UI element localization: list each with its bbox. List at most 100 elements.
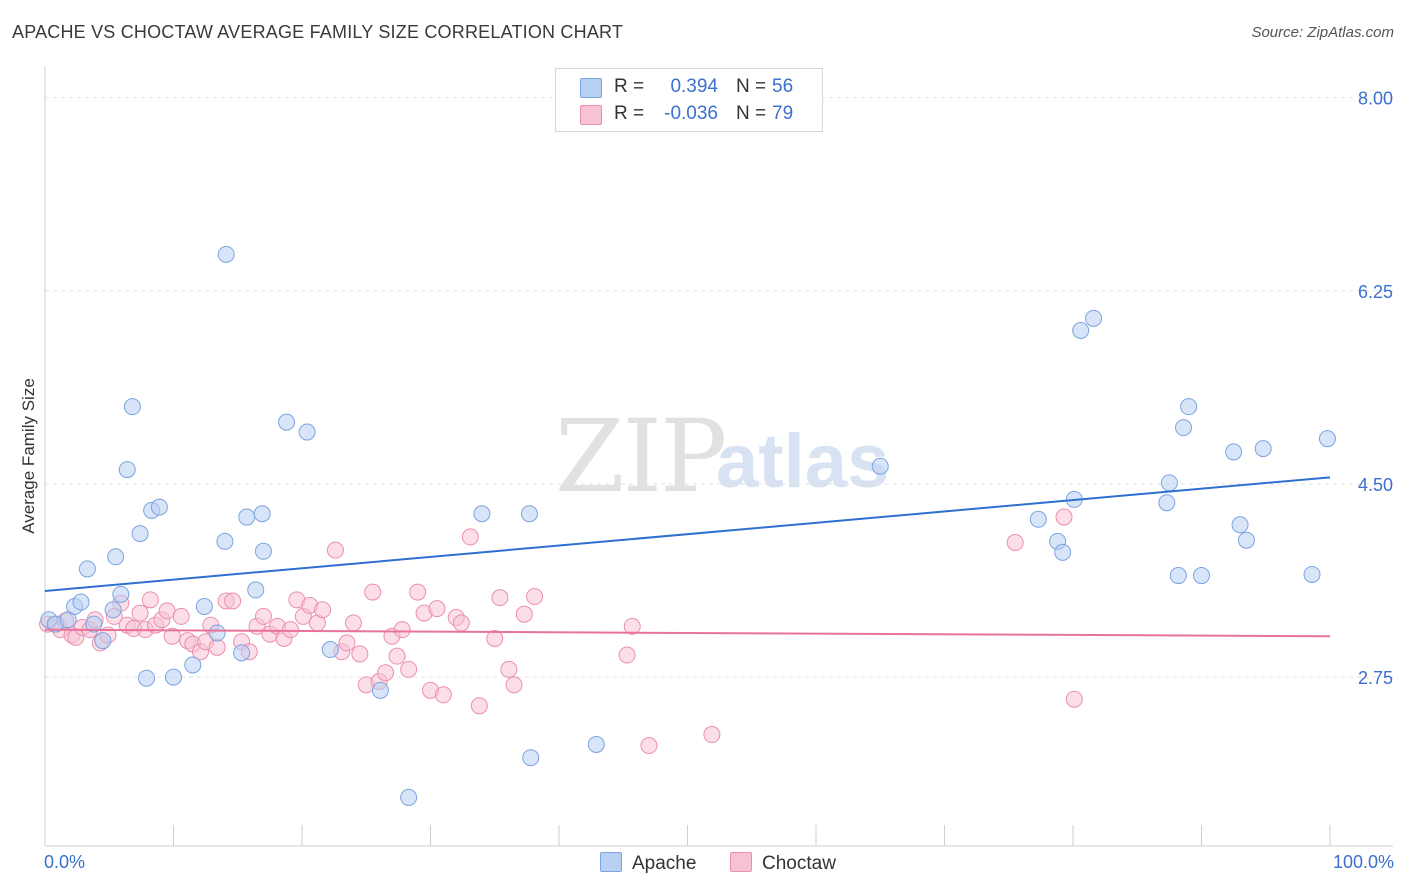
- apache-point: [371, 681, 389, 699]
- apache-point: [1180, 398, 1198, 416]
- apache-r-label: R =: [614, 76, 645, 97]
- apache-swatch: [580, 78, 602, 98]
- choctaw-point: [338, 634, 356, 652]
- x-axis-min-label: 0.0%: [44, 852, 86, 872]
- choctaw-point: [344, 614, 362, 632]
- choctaw-point: [131, 604, 149, 622]
- choctaw-point: [172, 607, 190, 625]
- y-tick-label: 6.25: [1358, 282, 1393, 302]
- choctaw-point: [409, 583, 427, 601]
- apache-point: [216, 532, 234, 550]
- choctaw-point: [461, 528, 479, 546]
- choctaw-point: [158, 602, 176, 620]
- choctaw-point: [505, 676, 523, 694]
- apache-point: [1225, 443, 1243, 461]
- apache-point: [1054, 543, 1072, 561]
- choctaw-point: [351, 645, 369, 663]
- choctaw-point: [703, 726, 721, 744]
- x-axis-max-label: 100.0%: [1332, 852, 1394, 872]
- apache-point: [871, 457, 889, 475]
- grid-lines: [45, 97, 1393, 678]
- apache-point: [1072, 322, 1090, 340]
- choctaw-point: [434, 686, 452, 704]
- apache-points: [40, 245, 1336, 806]
- choctaw-point: [400, 660, 418, 678]
- choctaw-r-value: -0.036: [664, 103, 718, 124]
- series-legend-choctaw[interactable]: Choctaw: [730, 852, 836, 875]
- y-axis-label: Average Family Size: [19, 378, 38, 534]
- apache-point: [72, 593, 90, 611]
- apache-point: [184, 656, 202, 674]
- apache-point: [131, 525, 149, 543]
- choctaw-point: [1006, 533, 1024, 551]
- apache-point: [1029, 510, 1047, 528]
- choctaw-point: [364, 583, 382, 601]
- apache-point: [247, 581, 265, 599]
- apache-n-value: 56: [772, 76, 794, 97]
- apache-point: [1303, 565, 1321, 583]
- choctaw-point: [377, 664, 395, 682]
- apache-point: [1158, 494, 1176, 512]
- choctaw-point: [640, 737, 658, 755]
- choctaw-point: [1065, 690, 1083, 708]
- apache-point: [400, 788, 418, 806]
- choctaw-point: [623, 617, 641, 635]
- apache-point: [1160, 474, 1178, 492]
- apache-point: [1175, 419, 1193, 437]
- apache-point: [94, 632, 112, 650]
- apache-point: [1254, 440, 1272, 458]
- apache-point: [522, 749, 540, 767]
- apache-point: [85, 615, 103, 633]
- choctaw-point: [618, 646, 636, 664]
- apache-legend-swatch: [600, 852, 622, 872]
- choctaw-point: [281, 621, 299, 639]
- choctaw-legend-swatch: [730, 852, 752, 872]
- choctaw-swatch: [580, 105, 602, 125]
- choctaw-trend-line: [44, 628, 1331, 638]
- trend-lines: [44, 476, 1331, 638]
- apache-legend-label: Apache: [632, 853, 697, 874]
- apache-point: [233, 644, 251, 662]
- choctaw-legend-label: Choctaw: [762, 853, 836, 874]
- choctaw-point: [428, 600, 446, 618]
- apache-point: [238, 508, 256, 526]
- apache-point: [208, 624, 226, 642]
- apache-point: [118, 461, 136, 479]
- correlation-legend: R = 0.394 N = 56 R = -0.036 N = 79: [555, 68, 823, 132]
- choctaw-point: [491, 589, 509, 607]
- apache-point: [298, 423, 316, 441]
- choctaw-point: [224, 592, 242, 610]
- chart-title: APACHE VS CHOCTAW AVERAGE FAMILY SIZE CO…: [12, 22, 624, 42]
- watermark-zip-text: ZIP: [555, 398, 727, 515]
- apache-point: [1193, 567, 1210, 585]
- watermark-atlas-text: atlas: [716, 419, 890, 504]
- apache-point: [107, 548, 125, 566]
- apache-point: [1169, 567, 1187, 585]
- apache-r-value: 0.394: [670, 76, 718, 97]
- apache-point: [217, 245, 235, 263]
- series-legend-apache[interactable]: Apache: [600, 852, 696, 875]
- apache-point: [138, 669, 156, 687]
- choctaw-point: [470, 697, 488, 715]
- choctaw-point: [326, 541, 344, 559]
- apache-n-label: N =: [736, 76, 767, 97]
- choctaw-point: [208, 638, 226, 656]
- apache-point: [150, 498, 168, 516]
- choctaw-n-label: N =: [736, 103, 767, 124]
- y-tick-labels: 2.75 4.50 6.25 8.00: [1358, 89, 1393, 689]
- apache-point: [278, 413, 296, 431]
- source-label: Source: ZipAtlas.com: [1251, 24, 1394, 41]
- apache-point: [1237, 531, 1255, 549]
- choctaw-point: [486, 629, 504, 647]
- y-tick-label: 4.50: [1358, 475, 1393, 495]
- choctaw-point: [526, 588, 544, 606]
- choctaw-point: [314, 601, 332, 619]
- y-tick-label: 8.00: [1358, 89, 1393, 109]
- apache-point: [1231, 516, 1249, 534]
- apache-point: [195, 597, 213, 615]
- apache-point: [473, 505, 491, 523]
- apache-point: [253, 505, 271, 523]
- apache-point: [254, 542, 272, 560]
- apache-point: [1085, 309, 1103, 327]
